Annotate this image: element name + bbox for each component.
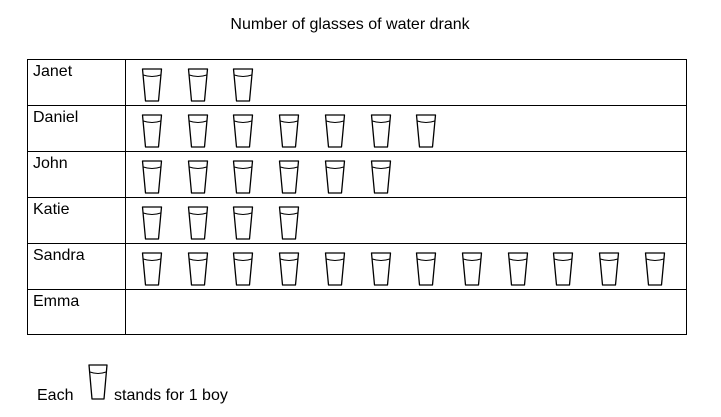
glass-icon xyxy=(233,206,254,240)
pictogram-row: Emma xyxy=(28,290,686,336)
glass-icon xyxy=(141,160,163,194)
glass-icon xyxy=(370,252,391,286)
glass-icon xyxy=(324,252,345,286)
legend: Each stands for 1 boy xyxy=(37,362,297,406)
row-icons xyxy=(126,152,686,198)
glass-icon xyxy=(141,68,163,102)
row-icons xyxy=(126,106,686,152)
row-icons xyxy=(126,244,686,290)
glass-icon xyxy=(141,206,163,240)
pictogram-row: Katie xyxy=(28,198,686,244)
glass-icon xyxy=(141,114,163,148)
glass-icon xyxy=(278,114,300,148)
glass-icon xyxy=(370,160,391,194)
glass-icon xyxy=(278,206,300,240)
row-icons xyxy=(126,198,686,244)
glass-icon xyxy=(187,114,208,148)
legend-prefix: Each xyxy=(37,387,74,404)
row-icons xyxy=(126,60,686,106)
glass-icon xyxy=(233,160,254,194)
row-icons xyxy=(126,290,686,336)
glass-icon xyxy=(644,252,665,286)
glass-icon xyxy=(324,114,345,148)
glass-icon xyxy=(416,114,437,148)
glass-icon xyxy=(416,252,437,286)
glass-icon xyxy=(598,252,620,286)
glass-icon xyxy=(324,160,345,194)
glass-icon xyxy=(187,206,208,240)
row-label: Janet xyxy=(33,63,73,80)
glass-icon xyxy=(370,114,391,148)
glass-icon xyxy=(507,252,528,286)
pictogram-row: Janet xyxy=(28,60,686,106)
chart-title: Number of glasses of water drank xyxy=(230,16,470,33)
row-label: Daniel xyxy=(33,109,79,126)
pictogram-grid: Janet Daniel John Katie Sandra Emma xyxy=(27,59,687,335)
pictogram-row: John xyxy=(28,152,686,198)
glass-icon xyxy=(141,252,163,286)
row-label: Katie xyxy=(33,201,70,218)
glass-icon xyxy=(187,252,208,286)
row-label: Sandra xyxy=(33,247,85,264)
row-label: John xyxy=(33,155,68,172)
row-label: Emma xyxy=(33,293,80,310)
glass-icon xyxy=(553,252,574,286)
legend-suffix: stands for 1 boy xyxy=(114,387,228,404)
pictogram-row: Sandra xyxy=(28,244,686,290)
glass-icon xyxy=(88,364,108,400)
glass-icon xyxy=(278,160,300,194)
glass-icon xyxy=(233,68,254,102)
glass-icon xyxy=(187,160,208,194)
glass-icon xyxy=(187,68,208,102)
pictogram-row: Daniel xyxy=(28,106,686,152)
glass-icon xyxy=(278,252,300,286)
glass-icon xyxy=(233,252,254,286)
glass-icon xyxy=(233,114,254,148)
glass-icon xyxy=(461,252,483,286)
